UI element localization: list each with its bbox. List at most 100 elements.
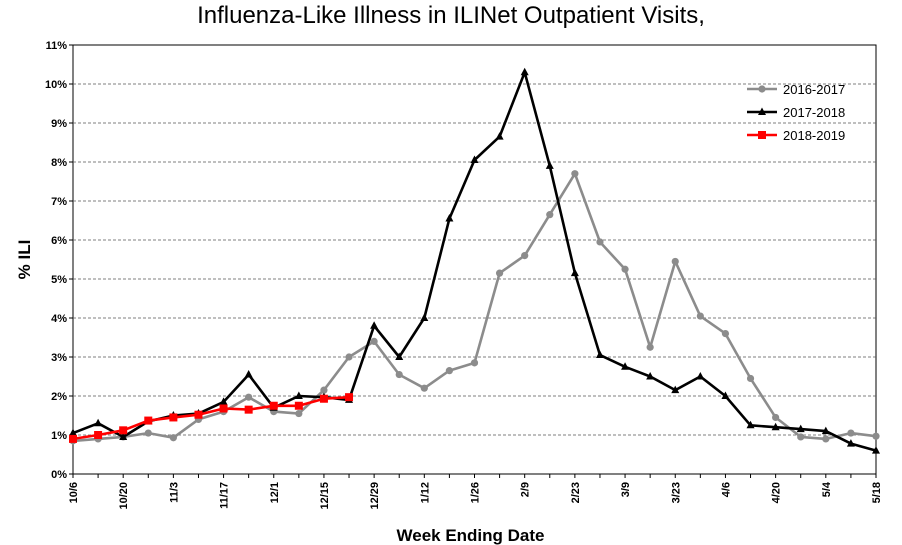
- data-point: [595, 350, 604, 359]
- legend-label: 2016-2017: [783, 82, 845, 97]
- data-point: [495, 132, 504, 140]
- legend-marker: [758, 131, 766, 139]
- data-point: [420, 384, 428, 392]
- data-point: [320, 386, 328, 394]
- data-point: [646, 372, 655, 380]
- x-tick-label: 3/23: [670, 482, 682, 503]
- plot-area: [72, 44, 877, 475]
- series-2016-2017: [69, 170, 880, 445]
- data-point: [771, 422, 780, 431]
- data-point: [294, 391, 303, 399]
- data-point: [546, 211, 554, 219]
- y-tick-label: 9%: [51, 118, 67, 130]
- data-point: [721, 391, 730, 399]
- data-point: [119, 432, 128, 440]
- legend-entry: 2018-2019: [747, 128, 845, 143]
- y-tick-label: 8%: [51, 157, 67, 169]
- chart-title: Influenza-Like Illness in ILINet Outpati…: [197, 2, 705, 29]
- y-tick-label: 3%: [51, 352, 67, 364]
- y-tick-label: 7%: [51, 196, 67, 208]
- data-point: [169, 413, 178, 422]
- data-point: [470, 155, 479, 164]
- data-point: [646, 343, 654, 351]
- data-point: [370, 337, 378, 345]
- data-point: [746, 374, 755, 383]
- data-point: [219, 397, 228, 405]
- x-tick-label: 2/23: [570, 482, 582, 503]
- x-tick-label: 10/6: [68, 482, 80, 503]
- y-tick-label: 10%: [45, 79, 67, 91]
- data-point: [219, 404, 228, 413]
- x-tick-label: 12/15: [319, 482, 331, 510]
- x-tick-label: 10/20: [118, 482, 130, 510]
- data-point: [520, 67, 529, 76]
- y-tick-label: 5%: [51, 274, 67, 286]
- data-point: [420, 313, 429, 321]
- x-axis-label: Week Ending Date: [397, 526, 545, 545]
- series-2018-2019: [69, 393, 354, 443]
- data-point: [144, 429, 152, 437]
- data-point: [294, 401, 303, 410]
- legend-entry: 2016-2017: [747, 82, 845, 97]
- y-tick-label: 2%: [51, 391, 67, 403]
- data-point: [345, 393, 354, 402]
- data-point: [194, 410, 203, 419]
- legend-label: 2017-2018: [783, 105, 845, 120]
- x-tick-label: 11/17: [219, 482, 231, 509]
- x-tick-label: 4/20: [771, 482, 783, 503]
- data-point: [169, 434, 177, 442]
- x-tick-label: 1/26: [470, 482, 482, 503]
- data-point: [119, 426, 128, 435]
- data-point: [545, 161, 554, 169]
- x-tick-label: 12/1: [269, 482, 281, 503]
- data-point: [696, 372, 705, 380]
- data-point: [94, 418, 103, 427]
- data-point: [872, 446, 880, 454]
- y-axis-label: % ILI: [15, 240, 34, 280]
- data-point: [495, 269, 504, 277]
- y-tick-label: 11%: [46, 40, 68, 52]
- data-point: [847, 429, 855, 437]
- x-tick-label: 2/9: [520, 482, 532, 497]
- data-point: [245, 393, 253, 401]
- x-tick-label: 11/3: [168, 482, 180, 503]
- y-tick-label: 4%: [51, 313, 67, 325]
- data-point: [571, 170, 579, 178]
- y-tick-label: 6%: [51, 235, 67, 247]
- data-point: [671, 385, 680, 394]
- legend-entry: 2017-2018: [747, 105, 845, 120]
- data-point: [370, 321, 379, 329]
- x-tick-label: 4/6: [720, 482, 732, 497]
- data-point: [345, 353, 353, 361]
- data-point: [746, 420, 755, 429]
- data-point: [144, 416, 153, 425]
- data-point: [470, 359, 479, 367]
- data-point: [772, 413, 780, 422]
- x-tick-label: 1/12: [419, 482, 431, 503]
- data-point: [621, 265, 629, 273]
- data-point: [395, 370, 403, 379]
- data-point: [796, 424, 805, 433]
- data-point: [244, 405, 253, 414]
- data-point: [872, 432, 880, 440]
- data-point: [846, 439, 855, 447]
- data-point: [797, 433, 805, 441]
- data-point: [94, 431, 103, 439]
- y-tick-label: 1%: [51, 430, 67, 442]
- data-point: [822, 435, 830, 443]
- data-point: [445, 214, 454, 222]
- data-point: [295, 409, 303, 418]
- legend-marker: [758, 85, 766, 93]
- x-tick-label: 12/29: [369, 482, 381, 510]
- data-point: [445, 367, 454, 375]
- x-tick-label: 3/9: [620, 482, 632, 497]
- series-line: [72, 395, 350, 441]
- x-tick-label: 5/4: [821, 481, 833, 497]
- data-point: [570, 268, 579, 277]
- data-point: [721, 330, 730, 338]
- data-point: [319, 394, 328, 403]
- x-tick-label: 5/18: [871, 482, 883, 503]
- data-point: [395, 352, 404, 360]
- data-point: [69, 428, 77, 437]
